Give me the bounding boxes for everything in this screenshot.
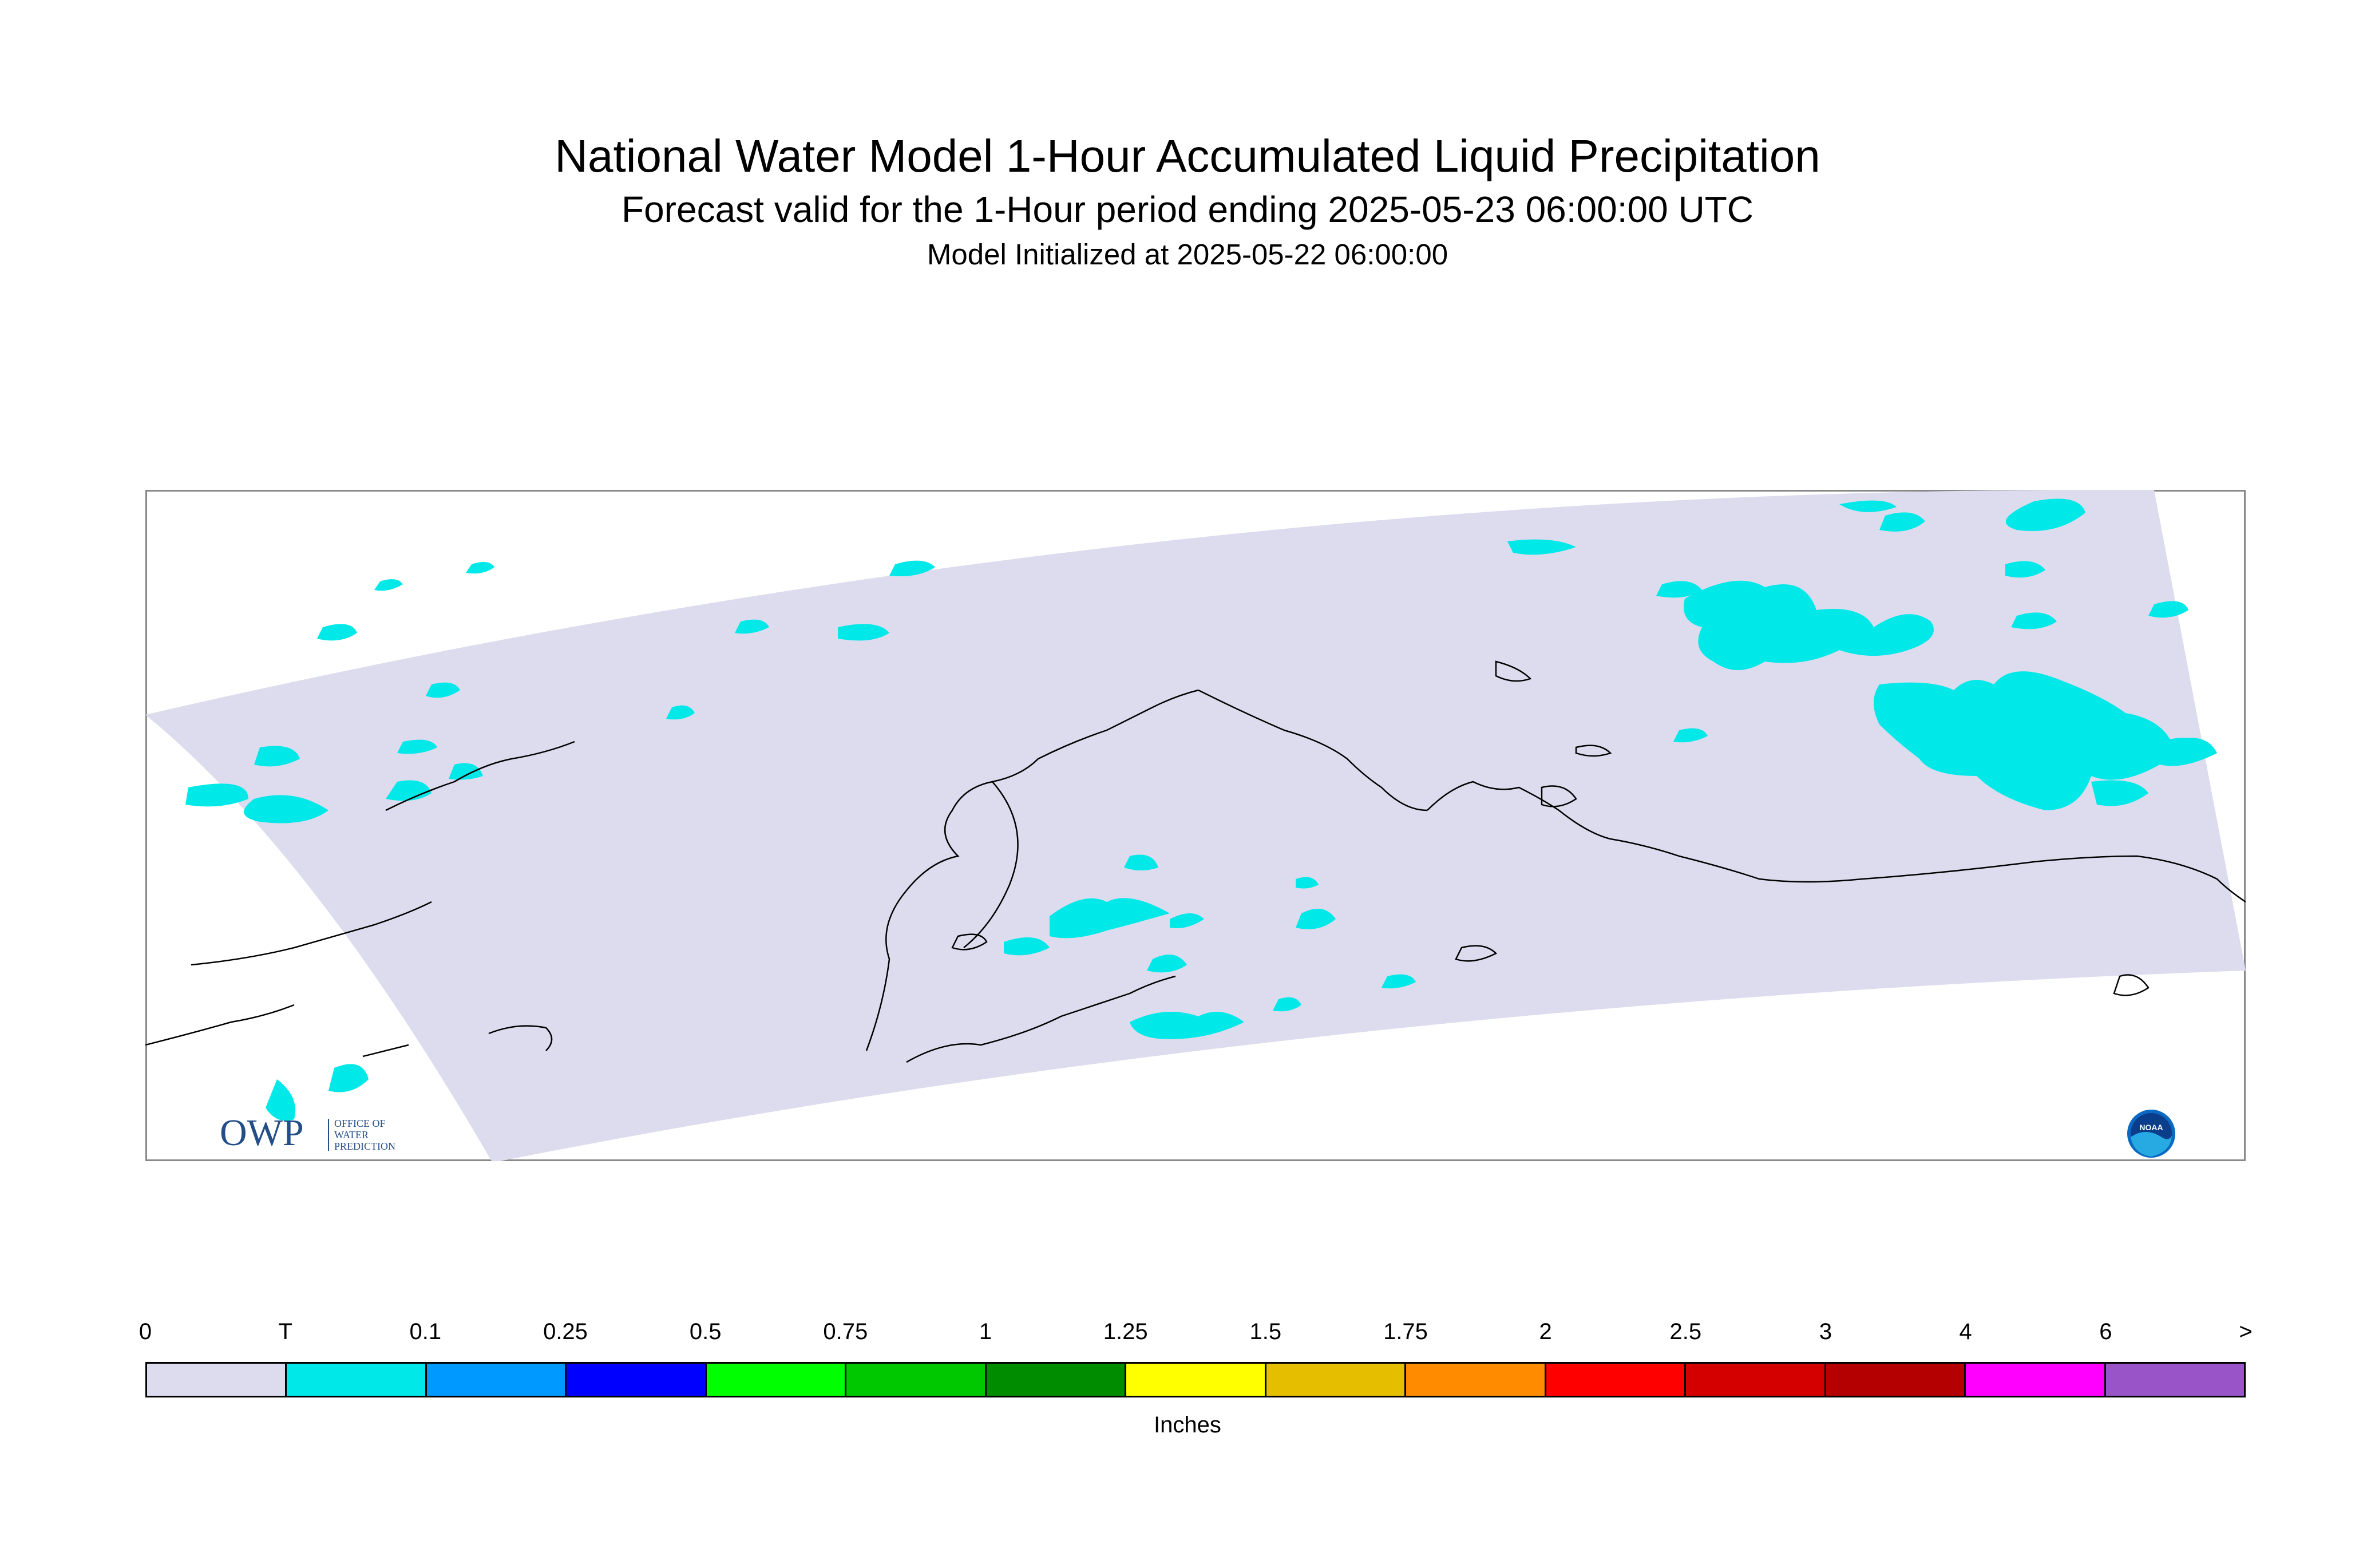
color-bar-cell <box>1126 1364 1266 1396</box>
coastline <box>145 660 2246 1063</box>
color-bar-cell <box>846 1364 987 1396</box>
title-block: National Water Model 1-Hour Accumulated … <box>0 129 2375 274</box>
legend-tick-label: 1.75 <box>1383 1319 1428 1344</box>
color-bar <box>145 1362 2246 1397</box>
color-bar-cell <box>287 1364 427 1396</box>
color-bar-cell <box>706 1364 847 1396</box>
color-bar-cell <box>1686 1364 1826 1396</box>
map-title: National Water Model 1-Hour Accumulated … <box>555 130 1820 181</box>
trace-precip-areas <box>185 498 2217 1121</box>
noaa-wordmark: NOAA <box>2139 1123 2163 1132</box>
model-init-line: Model Initialized at 2025-05-22 06:00:00 <box>927 238 1448 271</box>
legend-tick-label: 6 <box>2099 1319 2112 1344</box>
color-bar-cell <box>567 1364 707 1396</box>
color-bar-cell <box>1406 1364 1546 1396</box>
map-subtitle: Forecast valid for the 1-Hour period end… <box>621 189 1754 230</box>
noaa-logo: NOAA <box>2127 1110 2175 1158</box>
color-bar-cell <box>426 1364 567 1396</box>
legend-units: Inches <box>1154 1412 1221 1438</box>
color-bar-cell <box>1966 1364 2106 1396</box>
legend-tick-labels: 0 T 0.1 0.25 0.5 0.75 1 1.25 1.5 1.75 2 2.5 3 4 6 > <box>139 1319 2253 1353</box>
legend-tick-label: 0.1 <box>409 1319 442 1344</box>
legend-tick-label: T <box>278 1319 292 1344</box>
owp-sub-line-1: OFFICE OF <box>334 1118 386 1129</box>
color-bar-cell <box>1266 1364 1407 1396</box>
color-bar-cell <box>1546 1364 1687 1396</box>
legend-tick-label: 0.75 <box>823 1319 868 1344</box>
legend-tick-label: 2 <box>1539 1319 1552 1344</box>
legend-tick-label: > <box>2239 1319 2253 1344</box>
legend-tick-label: 2.5 <box>1669 1319 1702 1344</box>
precipitation-map: OWP OFFICE OF WATER PREDICTION NOAA <box>145 490 2246 1161</box>
owp-mark: OWP <box>220 1112 304 1154</box>
legend-tick-label: 1 <box>979 1319 992 1344</box>
legend-tick-label: 0.25 <box>543 1319 588 1344</box>
legend-tick-label: 1.5 <box>1249 1319 1282 1344</box>
color-bar-cell <box>986 1364 1127 1396</box>
color-bar-cell <box>1826 1364 1966 1396</box>
legend-tick-label: 3 <box>1819 1319 1832 1344</box>
owp-logo: OWP OFFICE OF WATER PREDICTION <box>220 1112 395 1154</box>
owp-sub-line-3: PREDICTION <box>334 1141 395 1152</box>
legend-tick-label: 4 <box>1959 1319 1972 1344</box>
legend-tick-label: 0.5 <box>689 1319 722 1344</box>
owp-sub-line-2: WATER <box>334 1129 369 1141</box>
legend-tick-label: 1.25 <box>1103 1319 1148 1344</box>
color-bar-cell <box>2105 1364 2245 1396</box>
legend-tick-label: 0 <box>138 1319 152 1344</box>
color-bar-cell <box>147 1364 287 1396</box>
